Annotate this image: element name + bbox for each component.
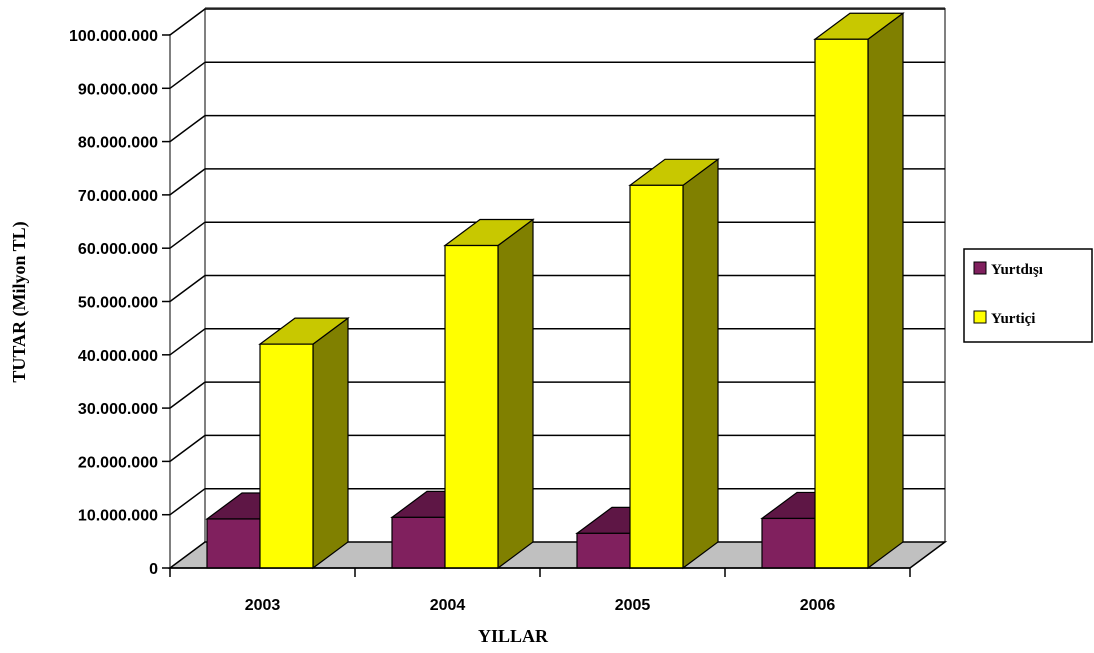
y-tick-label-1: 10.000.000 [78,508,158,525]
y-tick-label-10: 100.000.000 [69,28,158,45]
gridline-side [169,328,206,356]
y-tick-label-7: 70.000.000 [78,188,158,205]
y-tick-label-2: 20.000.000 [78,454,158,471]
y-tick-label-6: 60.000.000 [78,241,158,258]
y-tick-label-3: 30.000.000 [78,401,158,418]
x-axis-title: YILLAR [478,626,549,646]
gridline-side [169,221,206,249]
gridline-side [169,61,206,89]
bars [205,12,905,570]
gridline-side [169,381,206,409]
gridline-side [169,114,206,143]
legend-label-yurtdisi: Yurtdışı [991,262,1043,278]
x-tick-label-2006: 2006 [800,597,836,614]
x-tick-labels: 2003 2004 2005 2006 [169,567,911,614]
bar-yurtici-2004 [443,218,535,570]
x-tick-label-2005: 2005 [615,597,651,614]
y-tick-label-5: 50.000.000 [78,295,158,312]
bar-yurtici-2006 [813,12,905,570]
y-tick-label-9: 90.000.000 [78,81,158,98]
x-tick-label-2004: 2004 [430,597,466,614]
y-tick-label-0: 0 [149,561,158,578]
bar-yurtici-2003 [258,316,350,570]
gridline-side [169,274,206,303]
gridline-side [169,8,206,36]
y-axis-title: TUTAR (Milyon TL) [9,221,30,382]
bar-yurtici-2005 [628,158,720,570]
legend-label-yurtici: Yurtiçi [991,311,1035,327]
gridline-side [169,168,206,196]
gridline-side [169,434,206,463]
gridline-side [169,488,206,516]
legend: Yurtdışı Yurtiçi [963,248,1093,343]
legend-swatch-yurtici [973,310,987,324]
x-tick-label-2003: 2003 [245,597,281,614]
y-tick-label-4: 40.000.000 [78,348,158,365]
y-tick-label-8: 80.000.000 [78,135,158,152]
y-tick-labels: 0 10.000.000 20.000.000 30.000.000 40.000.00… [69,28,170,578]
legend-swatch-yurtdisi [973,261,987,275]
